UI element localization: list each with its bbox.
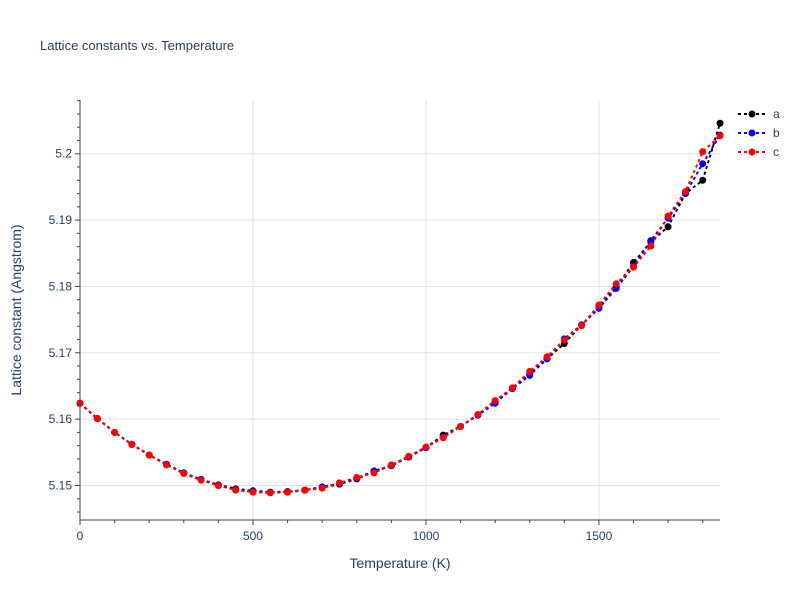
legend-marker-a	[748, 110, 756, 118]
data-point-c	[491, 397, 499, 405]
y-tick-label: 5.2	[55, 147, 72, 161]
x-tick-label: 0	[77, 529, 84, 543]
data-point-c	[578, 322, 586, 330]
x-tick-label: 500	[243, 529, 263, 543]
data-point-c	[370, 469, 378, 477]
x-tick-label: 1000	[413, 529, 440, 543]
data-point-c	[699, 148, 707, 156]
data-point-c	[111, 428, 119, 436]
data-point-c	[647, 242, 655, 250]
legend-marker-b	[748, 129, 756, 137]
series-line-c	[79, 135, 721, 494]
x-tick-label: 1500	[586, 529, 613, 543]
y-tick-label: 5.17	[49, 346, 73, 360]
data-point-a	[716, 119, 724, 127]
legend-item-b: b	[738, 126, 780, 140]
data-point-c	[162, 461, 170, 469]
data-point-c	[457, 422, 465, 430]
data-point-c	[180, 470, 188, 478]
data-point-c	[681, 188, 689, 196]
data-point-c	[595, 301, 603, 309]
data-point-c	[612, 280, 620, 288]
y-tick-label: 5.16	[49, 412, 73, 426]
series-line-a	[79, 122, 721, 494]
data-point-c	[93, 414, 101, 422]
data-point-c	[335, 479, 343, 487]
data-point-c	[214, 481, 222, 489]
data-point-c	[405, 452, 413, 460]
legend-label-b: b	[773, 126, 780, 140]
data-point-c	[474, 411, 482, 419]
legend-marker-c	[748, 148, 756, 156]
data-point-c	[353, 474, 361, 482]
data-point-c	[301, 486, 309, 494]
y-tick-label: 5.19	[49, 213, 73, 227]
legend-item-a: a	[738, 107, 780, 121]
axes: 5.15 5.16 5.17 5.18 5.19 5.2 0 500 1000 1500	[49, 100, 720, 543]
data-point-c	[284, 488, 292, 496]
data-point-c	[526, 367, 534, 375]
data-point-c	[145, 451, 153, 459]
y-tick-label: 5.18	[49, 279, 73, 293]
data-point-c	[266, 489, 274, 497]
data-point-c	[318, 484, 326, 492]
x-axis-title: Temperature (K)	[349, 555, 450, 571]
data-point-c	[664, 212, 672, 220]
legend-label-c: c	[773, 145, 779, 159]
y-axis-title: Lattice constant (Angstrom)	[8, 224, 24, 395]
y-tick-label: 5.15	[49, 478, 73, 492]
legend-item-c: c	[738, 145, 779, 159]
series-line-b	[79, 134, 721, 494]
legend: abc	[738, 107, 780, 159]
data-point-a	[664, 223, 672, 231]
data-point-b	[699, 160, 707, 168]
data-point-c	[197, 476, 205, 484]
data-point-c	[543, 353, 551, 361]
data-point-c	[387, 461, 395, 469]
plot-area	[76, 119, 724, 497]
data-point-c	[630, 263, 638, 271]
legend-label-a: a	[773, 107, 780, 121]
chart-title: Lattice constants vs. Temperature	[40, 38, 234, 53]
gridlines	[80, 100, 720, 520]
data-point-c	[439, 434, 447, 442]
data-point-b	[647, 237, 655, 245]
data-point-c	[422, 443, 430, 451]
data-point-a	[699, 176, 707, 184]
data-point-c	[128, 440, 136, 448]
data-point-c	[232, 486, 240, 494]
data-point-c	[508, 384, 516, 392]
data-point-c	[560, 336, 568, 344]
data-point-c	[249, 488, 257, 496]
data-point-c	[716, 132, 724, 140]
